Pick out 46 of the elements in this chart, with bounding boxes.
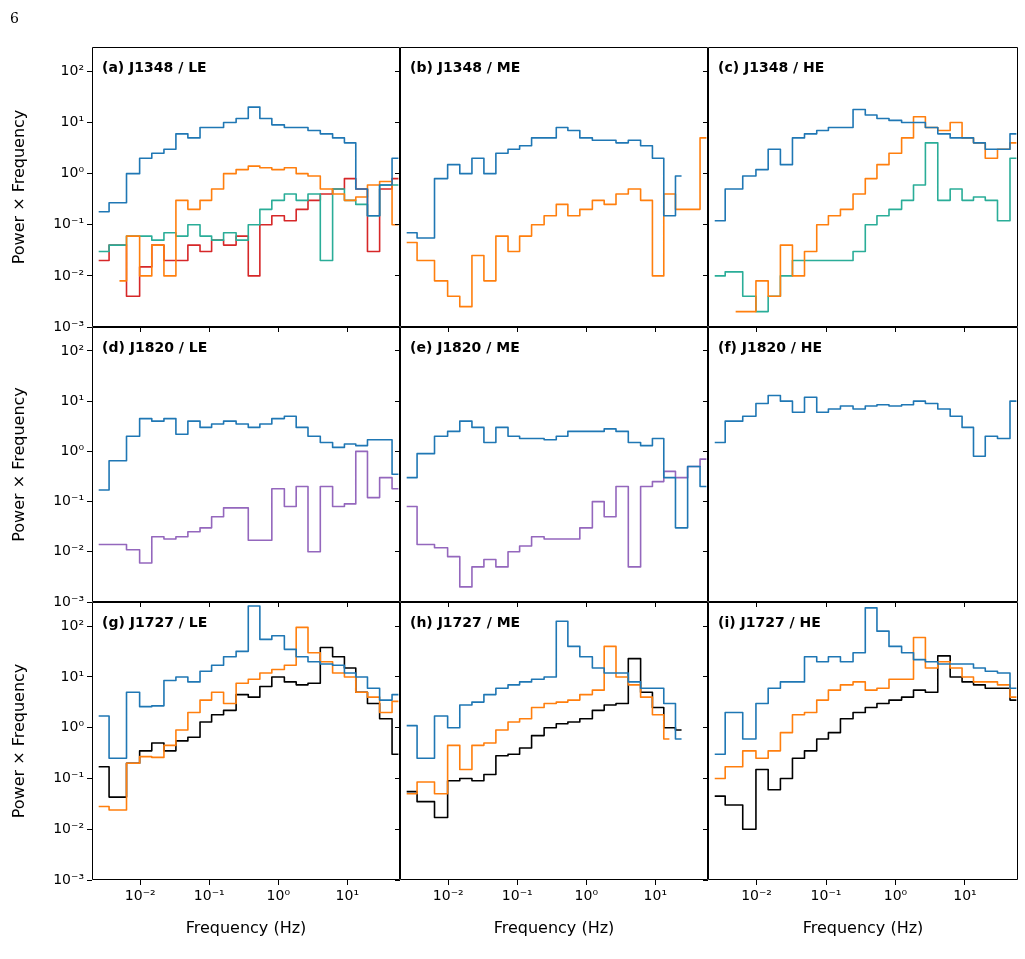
y-tick-label: 10¹ [60,113,84,130]
y-tick-label: 10⁰ [60,442,85,459]
y-tick-label: 10⁻³ [53,317,84,334]
y-tick-label: 10⁻¹ [53,769,84,786]
text: (d) J1820 / LE [102,338,208,355]
x-tick-label: 10⁰ [574,887,599,904]
y-tick-label: 10² [60,341,84,358]
y-tick-label: 10¹ [60,667,84,684]
x-axis-title: Frequency (Hz) [802,917,924,937]
x-tick-label: 10⁻² [432,887,464,904]
y-tick-label: 10¹ [60,391,84,408]
x-tick-label: 10¹ [953,887,977,904]
x-tick-label: 10⁻¹ [193,887,225,904]
x-tick-label: 10⁰ [266,887,291,904]
text: (i) J1727 / HE [718,613,821,630]
y-tick-label: 10⁰ [60,718,85,735]
x-tick-label: 10⁻² [124,887,156,904]
x-tick-label: 10¹ [335,887,360,904]
y-axis-title: Power × Frequency [8,663,28,819]
x-tick-label: 10⁻¹ [501,887,533,904]
text: (g) J1727 / LE [102,613,208,630]
text: (e) J1820 / ME [410,338,520,355]
x-tick-label: 10⁰ [883,887,908,904]
y-tick-label: 10² [60,616,84,633]
text: (c) J1348 / HE [718,58,825,75]
y-tick-label: 10⁻² [53,542,84,559]
y-tick-label: 10⁻² [53,819,84,836]
y-tick-label: 10² [60,62,84,79]
x-tick-label: 10⁻² [741,887,772,904]
x-tick-label: 10¹ [643,887,668,904]
x-tick-label: 10⁻¹ [810,887,842,904]
text: (b) J1348 / ME [410,58,521,75]
x-axis-title: Frequency (Hz) [493,917,615,937]
y-tick-label: 10⁻¹ [53,492,84,509]
y-tick-label: 10⁻² [53,266,84,283]
y-axis-title: Power × Frequency [8,387,28,542]
y-tick-label: 10⁻³ [53,870,84,887]
y-tick-label: 10⁰ [60,164,85,181]
y-tick-label: 10⁻¹ [53,215,84,232]
y-tick-label: 10⁻³ [53,592,84,609]
text: (f) J1820 / HE [718,338,823,355]
text: (h) J1727 / ME [410,613,521,630]
y-axis-title: Power × Frequency [8,109,28,265]
x-axis-title: Frequency (Hz) [185,917,307,937]
text: (a) J1348 / LE [102,58,207,75]
text: 6 [10,10,19,26]
